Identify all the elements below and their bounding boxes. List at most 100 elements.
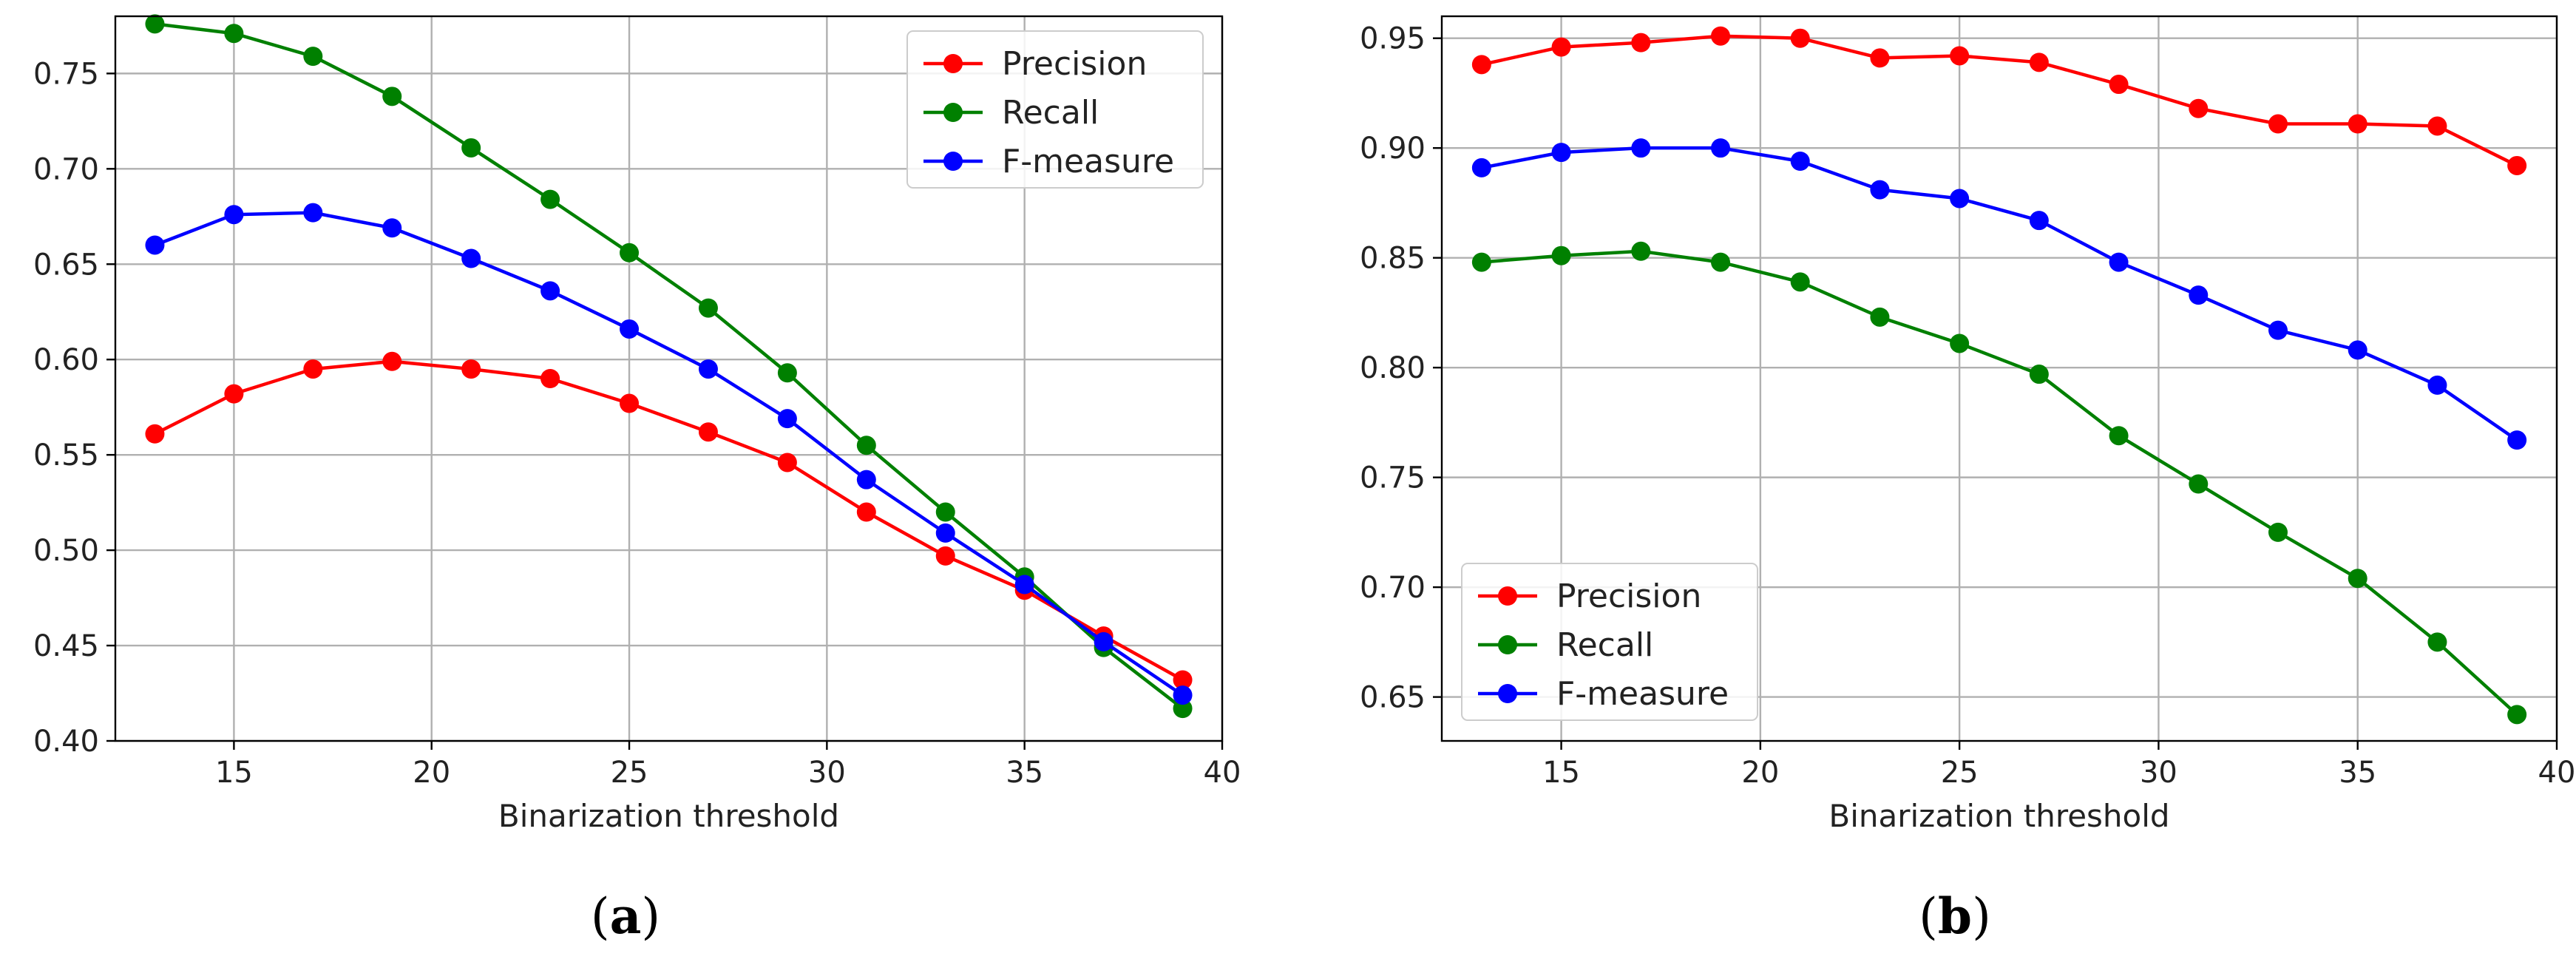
data-point xyxy=(2029,52,2049,72)
data-point xyxy=(1631,33,1651,52)
x-tick-label: 40 xyxy=(1204,756,1241,790)
legend-label: F-measure xyxy=(1556,675,1729,713)
data-point xyxy=(382,351,402,371)
data-point xyxy=(540,189,560,209)
data-point xyxy=(303,47,323,67)
data-point xyxy=(224,24,244,44)
data-point xyxy=(224,384,244,404)
y-tick-label: 0.90 xyxy=(1360,132,1426,166)
y-tick-label: 0.60 xyxy=(33,343,99,377)
data-point xyxy=(2268,320,2288,340)
y-tick-label: 0.65 xyxy=(33,248,99,282)
legend-box xyxy=(1461,563,1758,721)
data-point xyxy=(2507,705,2527,725)
data-point xyxy=(2348,340,2367,360)
data-point xyxy=(2189,98,2209,118)
data-point xyxy=(1790,152,1810,171)
data-point xyxy=(1631,138,1651,158)
x-tick-label: 30 xyxy=(808,756,846,790)
data-point xyxy=(1631,241,1651,261)
axes-frame xyxy=(114,15,1224,742)
data-point xyxy=(1950,333,1970,353)
data-point xyxy=(2507,155,2527,175)
data-point xyxy=(540,281,560,301)
y-tick-label: 0.40 xyxy=(33,725,99,759)
data-point xyxy=(2427,632,2447,652)
data-point xyxy=(620,243,640,262)
legend-label: Recall xyxy=(1556,626,1653,664)
x-tick-label: 20 xyxy=(1741,756,1779,790)
data-point xyxy=(1790,272,1810,292)
y-tick-label: 0.70 xyxy=(33,152,99,186)
data-point xyxy=(1551,37,1571,57)
data-point xyxy=(2268,114,2288,134)
data-point xyxy=(935,502,955,522)
x-axis-label: Binarization threshold xyxy=(498,798,839,834)
data-point xyxy=(2348,114,2367,134)
data-point xyxy=(935,546,955,566)
chart-b: 15 20 25 30 35 40 0.65 0.70 0.75 0.80 0.85 0.90 0.95… xyxy=(1360,15,2575,945)
y-tick-label: 0.55 xyxy=(33,438,99,472)
axes-frame xyxy=(1440,15,2558,742)
y-tick-label: 0.75 xyxy=(1360,461,1426,495)
x-tick-label: 15 xyxy=(1542,756,1580,790)
legend: Precision Recall F-measure xyxy=(906,30,1204,189)
legend-marker xyxy=(943,103,963,122)
y-tick-label: 0.70 xyxy=(1360,571,1426,605)
data-point xyxy=(2109,75,2129,95)
series-line xyxy=(154,359,1184,682)
data-point xyxy=(461,359,481,379)
data-point xyxy=(145,235,165,255)
data-point xyxy=(2268,522,2288,542)
x-tick-label: 25 xyxy=(611,756,648,790)
data-point xyxy=(620,393,640,413)
data-point xyxy=(698,298,718,318)
caption-open: ( xyxy=(1919,888,1938,945)
data-point xyxy=(698,422,718,442)
y-tick-label: 0.85 xyxy=(1360,242,1426,276)
data-point xyxy=(2029,211,2049,231)
data-point xyxy=(1551,245,1571,265)
data-point xyxy=(856,502,876,522)
data-point xyxy=(777,409,797,429)
data-point xyxy=(303,359,323,379)
y-tick-label: 0.50 xyxy=(33,534,99,568)
data-point xyxy=(1471,252,1491,272)
y-tick-label: 0.95 xyxy=(1360,22,1426,56)
data-point xyxy=(777,363,797,383)
data-point xyxy=(303,203,323,223)
data-point xyxy=(1870,48,1890,68)
y-tick-label: 0.75 xyxy=(33,57,99,91)
data-point xyxy=(1014,575,1034,595)
data-point xyxy=(145,14,165,34)
y-tick-label: 0.65 xyxy=(1360,681,1426,715)
data-point xyxy=(2109,252,2129,272)
x-tick-label: 30 xyxy=(2140,756,2177,790)
data-point xyxy=(1711,26,1730,46)
series-recall xyxy=(1471,241,2527,725)
series-f-measure xyxy=(145,203,1193,705)
series-line xyxy=(1481,146,2518,442)
legend-label: F-measure xyxy=(1002,143,1174,180)
data-point xyxy=(461,248,481,268)
series-f-measure xyxy=(1471,138,2527,450)
series-line xyxy=(1481,249,2518,717)
data-point xyxy=(461,138,481,157)
caption-close: ) xyxy=(641,888,660,945)
data-point xyxy=(382,218,402,238)
data-point xyxy=(856,436,876,455)
y-tick-label: 0.45 xyxy=(33,629,99,663)
data-point xyxy=(1950,189,1970,209)
legend-marker xyxy=(943,152,963,171)
legend-marker xyxy=(1498,635,1517,654)
x-tick-label: 35 xyxy=(1006,756,1043,790)
data-point xyxy=(935,523,955,543)
data-point xyxy=(698,359,718,379)
data-point xyxy=(224,205,244,225)
data-point xyxy=(1173,699,1193,719)
legend-label: Recall xyxy=(1002,94,1099,132)
data-point xyxy=(2029,365,2049,385)
data-point xyxy=(2189,285,2209,305)
data-point xyxy=(2427,116,2447,136)
